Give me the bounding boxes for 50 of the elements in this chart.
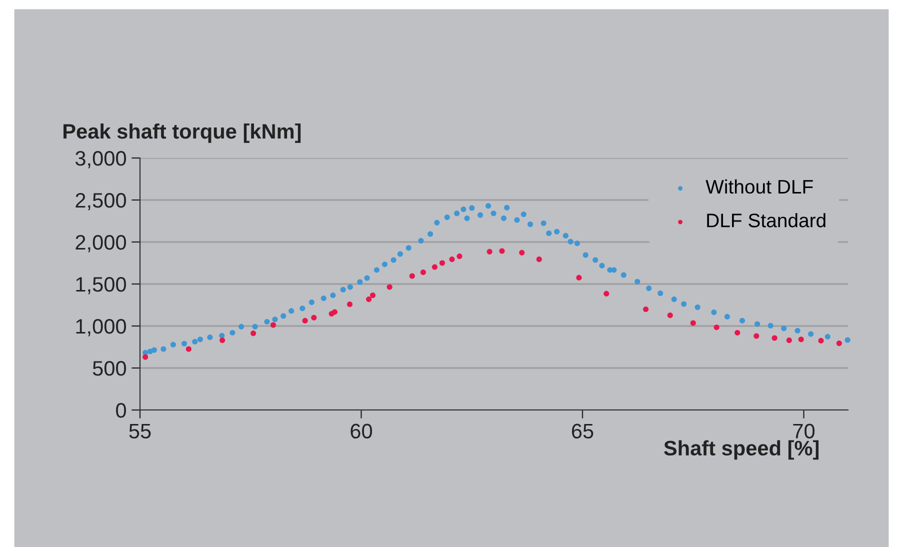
point: [386, 284, 392, 290]
point: [439, 260, 446, 266]
point: [420, 270, 426, 276]
point: [536, 256, 542, 262]
point: [370, 292, 376, 298]
point: [250, 330, 256, 336]
y-tick-label: 2,500: [76, 193, 126, 210]
point: [667, 312, 673, 318]
point: [220, 338, 226, 344]
y-tick-label: 1,000: [76, 319, 126, 336]
point: [714, 324, 720, 330]
point: [409, 273, 415, 279]
y-tick-label: 500: [92, 361, 126, 376]
point: [690, 320, 696, 326]
point: [754, 333, 760, 339]
point: [142, 354, 148, 360]
x-tick-label: 60: [350, 424, 372, 438]
y-tick-label: 1,500: [76, 277, 126, 294]
point: [499, 248, 505, 254]
x-tick-label: 70: [793, 424, 815, 438]
y-tick-label: 0: [116, 403, 126, 418]
point: [486, 248, 492, 254]
point: [786, 338, 792, 344]
point: [366, 296, 372, 302]
x-tick-label: 55: [129, 424, 151, 438]
x-tick-label: 65: [572, 424, 594, 438]
point: [186, 346, 192, 352]
y-tick-label: 2,000: [76, 235, 126, 252]
point: [519, 250, 525, 256]
point: [311, 314, 317, 320]
legend-label: DLF Standard: [707, 213, 826, 228]
point: [734, 330, 740, 336]
point: [332, 309, 338, 315]
point: [302, 318, 308, 324]
point: [456, 254, 462, 260]
point: [643, 306, 649, 312]
point: [576, 274, 582, 280]
point: [346, 302, 353, 308]
point: [604, 290, 610, 296]
point: [432, 264, 438, 270]
y-axis-title: Peak shaft torque [kNm]: [64, 123, 301, 143]
point: [772, 335, 778, 341]
point: [818, 338, 824, 344]
y-tick-label: 3,000: [75, 151, 126, 168]
point: [798, 336, 804, 342]
legend-label: Without DLF: [706, 179, 813, 194]
point: [836, 340, 842, 346]
point: [270, 322, 276, 328]
x-axis-title: Shaft speed [%]: [664, 440, 819, 460]
point: [449, 256, 455, 262]
